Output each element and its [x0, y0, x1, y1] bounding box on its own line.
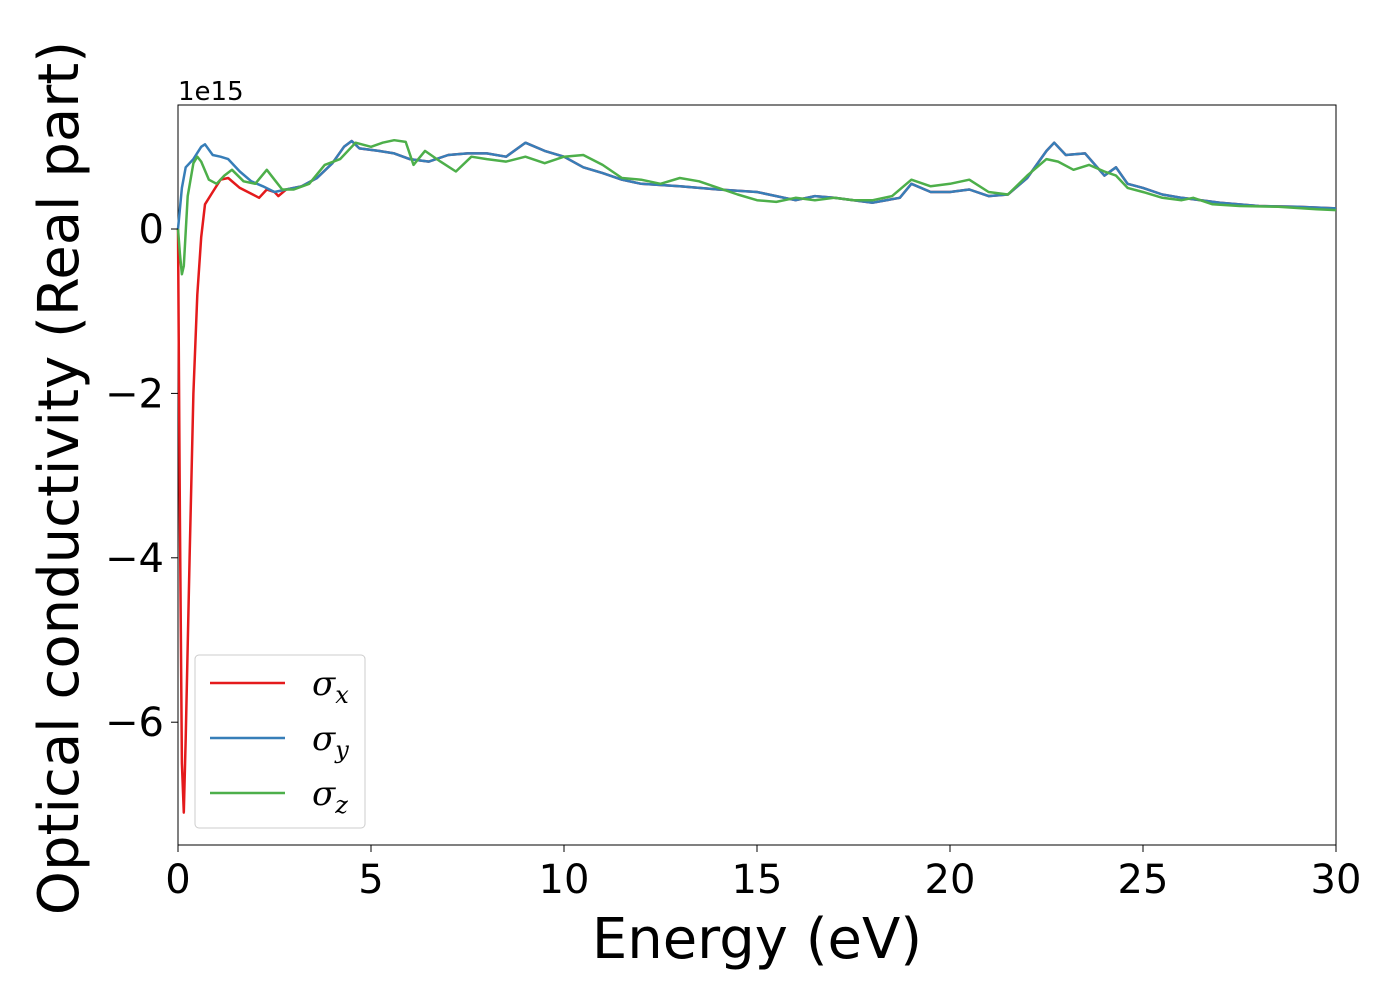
legend: σx σy σz	[194, 654, 366, 829]
y-tick-label: −4	[105, 536, 164, 582]
plot-area	[177, 104, 1337, 846]
x-tick-label: 20	[925, 857, 976, 903]
y-tick-label: 0	[139, 207, 164, 253]
y-offset-label: 1e15	[178, 77, 244, 107]
x-tick-label: 25	[1118, 857, 1169, 903]
x-tick-label: 30	[1311, 857, 1362, 903]
legend-label-x: σx	[312, 664, 349, 709]
series-layer	[176, 138, 1337, 814]
ticks-layer: 0 5 10 15 20 25 30 0 −2 −4 −6	[105, 207, 1361, 903]
series-line-y	[176, 139, 1337, 230]
series-line-z	[176, 138, 1337, 276]
legend-label-z: σz	[312, 774, 348, 819]
y-tick-label: −6	[105, 700, 164, 746]
x-tick-label: 0	[165, 857, 190, 903]
x-axis-title: Energy (eV)	[592, 907, 922, 972]
legend-frame	[194, 654, 366, 829]
legend-label-y: σy	[312, 719, 349, 764]
x-tick-label: 15	[732, 857, 783, 903]
y-axis-title: Optical conductivity (Real part)	[27, 41, 92, 915]
x-tick-label: 10	[539, 857, 590, 903]
x-tick-label: 5	[358, 857, 383, 903]
y-tick-label: −2	[105, 371, 164, 417]
